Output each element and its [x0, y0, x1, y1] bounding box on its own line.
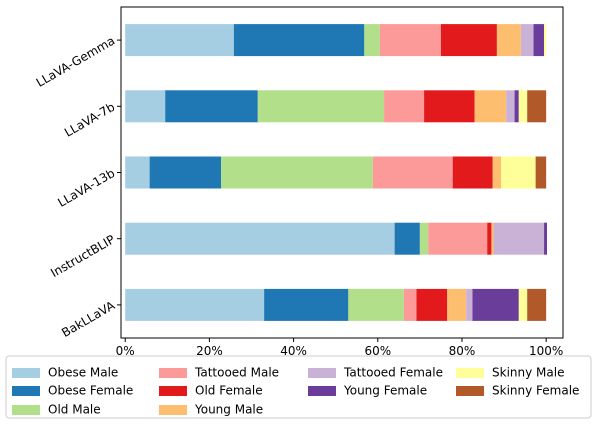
legend-label-young-male: Young Male — [194, 403, 263, 417]
legend-swatch-skinny-female — [456, 386, 484, 396]
legend-label-obese-female: Obese Female — [48, 384, 133, 398]
legend-swatch-obese-male — [12, 368, 40, 378]
bar-llava-13b-young-male — [492, 156, 502, 189]
bar-bakllava-obese-female — [264, 288, 349, 321]
bar-llava-13b-tattooed-male — [372, 156, 453, 189]
bar-llava-gemma-young-female — [533, 24, 545, 57]
x-tick-label: 0% — [116, 344, 135, 358]
x-tick-label: 20% — [196, 344, 223, 358]
bar-llava-13b-old-male — [221, 156, 373, 189]
bar-bakllava-old-male — [348, 288, 404, 321]
y-tick-label-bakllava: BakLLaVA — [59, 298, 118, 340]
bar-instructblip-old-female — [487, 222, 492, 255]
legend-label-tattooed-male: Tattooed Male — [194, 366, 279, 380]
bar-bakllava-skinny-male — [518, 288, 528, 321]
bar-bakllava-tattooed-female — [466, 288, 473, 321]
bar-llava-7b-skinny-female — [527, 90, 547, 123]
bar-instructblip-young-female — [544, 222, 548, 255]
bar-llava-gemma-young-male — [496, 24, 521, 57]
bar-llava-7b-obese-male — [125, 90, 166, 123]
bar-llava-13b-skinny-female — [535, 156, 547, 189]
legend-swatch-old-female — [159, 386, 187, 396]
bar-llava-gemma-old-male — [364, 24, 380, 57]
bar-llava-13b-obese-female — [149, 156, 222, 189]
legend-label-young-female: Young Female — [343, 384, 427, 398]
bar-llava-7b-old-female — [424, 90, 475, 123]
bar-bakllava-young-female — [472, 288, 519, 321]
bar-llava-gemma-tattooed-female — [520, 24, 534, 57]
x-axis: 0% 20% 40% 60% 80% 100% — [116, 338, 563, 358]
bar-llava-7b-skinny-male — [518, 90, 528, 123]
bar-llava-gemma-skinny-male — [544, 24, 547, 57]
legend-box — [5, 355, 592, 419]
bar-llava-13b-skinny-male — [501, 156, 536, 189]
bar-bakllava-old-female — [416, 288, 448, 321]
legend-swatch-tattooed-male — [159, 368, 187, 378]
legend-swatch-young-male — [159, 405, 187, 415]
bar-llava-gemma-old-female — [440, 24, 497, 57]
bar-llava-7b-tattooed-male — [384, 90, 425, 123]
x-tick-label: 80% — [449, 344, 476, 358]
bar-instructblip-tattooed-female — [493, 222, 545, 255]
y-tick-label-llava-7b: LLaVA-7b — [62, 100, 117, 140]
legend-swatch-young-female — [308, 386, 336, 396]
bars-layer — [125, 24, 548, 321]
bar-llava-7b-young-male — [474, 90, 507, 123]
bar-bakllava-obese-male — [125, 288, 265, 321]
bar-instructblip-young-male — [491, 222, 494, 255]
x-tick-label: 40% — [280, 344, 307, 358]
y-axis: LLaVA-Gemma LLaVA-7b LLaVA-13b InstructBLIP… — [34, 34, 121, 340]
legend-label-skinny-female: Skinny Female — [492, 384, 579, 398]
bar-llava-13b-old-female — [452, 156, 493, 189]
bar-llava-gemma-obese-male — [125, 24, 234, 57]
bar-llava-7b-obese-female — [165, 90, 258, 123]
legend-label-tattooed-female: Tattooed Female — [343, 366, 443, 380]
bar-llava-13b-obese-male — [125, 156, 150, 189]
x-tick-label: 100% — [529, 344, 563, 358]
bar-bakllava-tattooed-male — [403, 288, 417, 321]
bar-llava-7b-young-female — [514, 90, 519, 123]
legend-swatch-old-male — [12, 405, 40, 415]
bar-instructblip-obese-female — [394, 222, 420, 255]
bar-llava-gemma-tattooed-male — [379, 24, 441, 57]
bar-bakllava-young-male — [447, 288, 467, 321]
y-tick-label-llava-gemma: LLaVA-Gemma — [34, 34, 117, 90]
bar-llava-gemma-obese-female — [233, 24, 365, 57]
legend-swatch-skinny-male — [456, 368, 484, 378]
bar-llava-7b-tattooed-female — [506, 90, 515, 123]
y-tick-label-llava-13b: LLaVA-13b — [55, 166, 117, 210]
y-tick-label-instructblip: InstructBLIP — [48, 232, 117, 280]
bar-instructblip-obese-male — [125, 222, 395, 255]
legend: Obese Male Obese Female Old Male Tattooed M… — [5, 355, 592, 419]
bar-bakllava-skinny-female — [527, 288, 547, 321]
legend-label-skinny-male: Skinny Male — [492, 366, 564, 380]
legend-label-obese-male: Obese Male — [48, 366, 118, 380]
bar-llava-7b-old-male — [257, 90, 385, 123]
legend-label-old-female: Old Female — [195, 384, 263, 398]
bar-instructblip-tattooed-male — [428, 222, 488, 255]
legend-label-old-male: Old Male — [48, 403, 101, 417]
x-tick-label: 60% — [364, 344, 391, 358]
bar-instructblip-old-male — [419, 222, 429, 255]
legend-swatch-tattooed-female — [308, 368, 336, 378]
legend-swatch-obese-female — [12, 386, 40, 396]
